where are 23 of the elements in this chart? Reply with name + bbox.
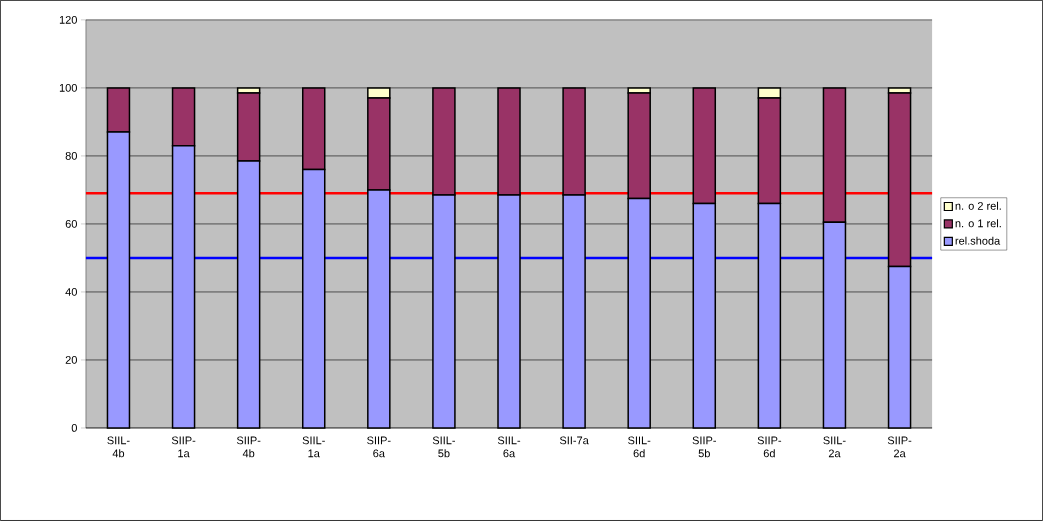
y-tick-label: 0	[71, 424, 77, 432]
y-tick-label: 60	[65, 220, 77, 228]
x-tick-label: SIIL-4b	[107, 436, 130, 458]
x-tick-label: SIIP-4b	[236, 436, 261, 458]
x-tick-label: SIIL-5b	[432, 436, 456, 458]
x-tick-label: SIIL-1a	[302, 436, 325, 458]
y-tick-label: 80	[65, 152, 77, 160]
x-tick-label: SIIL-6d	[628, 436, 651, 458]
legend-label: rel.shoda	[955, 236, 1001, 245]
y-tick-label: 20	[65, 356, 77, 364]
y-tick-label: 100	[59, 84, 77, 92]
x-tick-label: SIIP-2a	[887, 436, 912, 458]
y-tick-label: 120	[59, 16, 77, 24]
x-tick-label: SIIP-6d	[757, 436, 782, 458]
x-tick-label: SIIL-6a	[497, 436, 521, 458]
x-tick-label: SIIL-2a	[823, 436, 846, 458]
x-tick-label: SIIP-6a	[367, 436, 391, 458]
legend-label: n. o 1 rel.	[955, 219, 1001, 228]
x-tick-label: SIIP-5b	[692, 436, 717, 458]
x-tick-label: SIIP-1a	[171, 436, 196, 458]
legend-label: n. o 2 rel.	[955, 201, 1001, 210]
y-tick-label: 40	[65, 288, 77, 296]
x-tick-label: SII-7a	[559, 436, 589, 445]
